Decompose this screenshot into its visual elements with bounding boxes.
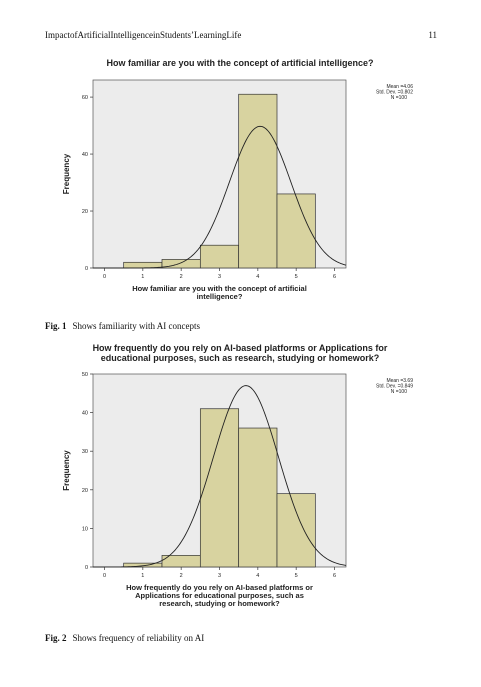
- y-axis-label: Frequency: [62, 153, 71, 194]
- stats-n: N =100: [391, 389, 407, 395]
- x-tick-label: 3: [218, 274, 221, 280]
- chart-title-line: How frequently do you rely on AI-based p…: [93, 343, 388, 353]
- x-tick-label: 6: [333, 573, 336, 579]
- chart-title-line: How familiar are you with the concept of…: [106, 58, 373, 68]
- running-title: ImpactofArtificialIntelligenceinStudents…: [45, 30, 242, 40]
- figure-1-caption-text: Shows familiarity with AI concepts: [72, 321, 200, 331]
- x-axis-label-line: intelligence?: [197, 292, 243, 301]
- y-tick-label: 60: [82, 95, 88, 101]
- histogram-bar: [276, 193, 316, 269]
- figure-2-caption-text: Shows frequency of reliability on AI: [72, 633, 205, 643]
- figure-1-caption: Fig. 1 Shows familiarity with AI concepts: [45, 321, 200, 331]
- y-tick-label: 0: [85, 565, 88, 571]
- histogram-bar: [238, 427, 278, 568]
- x-tick-label: 1: [141, 573, 144, 579]
- x-tick-label: 6: [333, 274, 336, 280]
- histogram-bar: [199, 408, 240, 568]
- y-tick-label: 20: [82, 209, 88, 215]
- x-axis-label-line: How familiar are you with the concept of…: [132, 284, 307, 293]
- figure-1-histogram: How familiar are you with the concept of…: [62, 58, 413, 301]
- x-axis-label-line: How frequently do you rely on AI-based p…: [126, 583, 313, 592]
- figure-2-histogram: How frequently do you rely on AI-based p…: [62, 343, 413, 608]
- histogram-bar: [238, 93, 278, 269]
- stats-std-dev: Std. Dev. =0.849: [376, 384, 413, 390]
- x-tick-label: 0: [103, 274, 106, 280]
- x-tick-label: 4: [256, 274, 259, 280]
- x-tick-label: 5: [295, 274, 298, 280]
- y-tick-label: 40: [82, 411, 88, 417]
- normal-curve: [93, 125, 347, 269]
- chart-title-line: educational purposes, such as research, …: [101, 353, 380, 363]
- figure-1-label: Fig. 1: [45, 321, 67, 331]
- normal-curve: [93, 385, 347, 568]
- histogram-bar: [199, 244, 240, 269]
- stats-mean: Mean =4.06: [386, 84, 413, 90]
- stats-std-dev: Std. Dev. =0.802: [376, 90, 413, 96]
- x-tick-label: 4: [256, 573, 259, 579]
- x-axis-label-line: research, studying or homework?: [159, 599, 280, 608]
- x-tick-label: 1: [141, 274, 144, 280]
- x-tick-label: 2: [180, 274, 183, 280]
- figure-2-caption: Fig. 2 Shows frequency of reliability on …: [45, 633, 204, 643]
- stats-mean: Mean =3.69: [386, 378, 413, 384]
- y-tick-label: 40: [82, 152, 88, 158]
- histogram-bar: [276, 493, 316, 568]
- page-number: 11: [428, 30, 437, 40]
- y-tick-label: 30: [82, 449, 88, 455]
- x-tick-label: 2: [180, 573, 183, 579]
- stats-n: N =100: [391, 95, 407, 101]
- y-tick-label: 50: [82, 372, 88, 378]
- x-tick-label: 0: [103, 573, 106, 579]
- figure-2-label: Fig. 2: [45, 633, 67, 643]
- x-axis-label-line: Applications for educational purposes, s…: [135, 591, 304, 600]
- y-tick-label: 0: [85, 266, 88, 272]
- x-tick-label: 3: [218, 573, 221, 579]
- y-axis-label: Frequency: [62, 450, 71, 491]
- y-tick-label: 10: [82, 526, 88, 532]
- x-tick-label: 5: [295, 573, 298, 579]
- y-tick-label: 20: [82, 488, 88, 494]
